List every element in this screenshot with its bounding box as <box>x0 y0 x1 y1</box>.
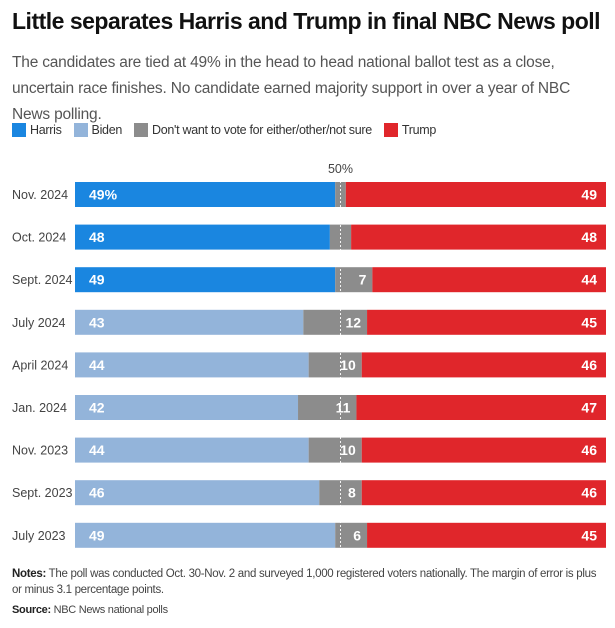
bar-biden-april-2024 <box>75 352 309 378</box>
row-label-nov-2024: Nov. 2024 <box>12 188 68 202</box>
bar-biden-jan-2024 <box>75 395 299 420</box>
bar-harris-nov-2024 <box>75 182 336 207</box>
bar-label-other-jan-2024: 11 <box>336 400 351 416</box>
legend: Harris Biden Don't want to vote for eith… <box>12 123 448 137</box>
legend-label-biden: Biden <box>91 123 123 137</box>
bar-biden-sept-2023 <box>75 480 320 506</box>
bar-label-harris-nov-2024: 49% <box>89 187 118 203</box>
bar-other-july-2024 <box>303 309 368 335</box>
bar-label-biden-sept-2023: 46 <box>89 485 105 501</box>
bar-label-other-july-2024: 12 <box>345 314 361 330</box>
bar-label-biden-july-2023: 49 <box>89 527 105 543</box>
row-label-april-2024: April 2024 <box>12 358 68 372</box>
bar-label-trump-sept-2023: 46 <box>581 485 597 501</box>
bar-label-trump-april-2024: 46 <box>581 357 597 373</box>
bar-other-july-2023 <box>335 522 368 548</box>
chart-subtitle: The candidates are tied at 49% in the he… <box>12 54 571 123</box>
bar-label-trump-july-2024: 45 <box>581 314 597 330</box>
notes-label: Notes: <box>12 568 46 580</box>
bar-label-trump-sept-2024: 44 <box>581 272 597 288</box>
bar-trump-sept-2023 <box>361 480 606 506</box>
legend-swatch-other <box>134 123 149 137</box>
source-text: NBC News national polls <box>53 604 168 616</box>
row-label-jan-2024: Jan. 2024 <box>12 401 67 415</box>
bar-label-other-sept-2023: 8 <box>348 485 356 501</box>
bar-label-biden-jan-2024: 42 <box>89 400 105 416</box>
bar-harris-oct-2024 <box>75 224 330 250</box>
bar-label-trump-nov-2023: 46 <box>581 442 597 458</box>
bar-other-sept-2024 <box>335 267 373 293</box>
bar-trump-july-2023 <box>367 522 606 548</box>
bar-other-april-2024 <box>308 352 362 378</box>
bar-label-biden-july-2024: 43 <box>89 314 105 330</box>
row-label-july-2024: July 2024 <box>12 316 66 330</box>
source-label: Source: <box>12 604 51 616</box>
bar-trump-sept-2024 <box>372 267 606 293</box>
chart-title: Little separates Harris and Trump in fin… <box>12 8 601 34</box>
bar-label-harris-sept-2024: 49 <box>89 272 105 288</box>
legend-swatch-harris <box>12 123 26 137</box>
bar-label-other-nov-2023: 10 <box>340 442 356 458</box>
bar-label-biden-april-2024: 44 <box>89 357 105 373</box>
bar-trump-april-2024 <box>361 352 606 378</box>
notes-text: The poll was conducted Oct. 30-Nov. 2 an… <box>12 568 597 596</box>
bar-label-other-july-2023: 6 <box>353 527 361 543</box>
chart-source: Source: NBC News national polls <box>12 604 168 616</box>
bar-trump-nov-2024 <box>345 182 606 207</box>
bar-trump-nov-2023 <box>361 437 606 463</box>
bar-chart: Nov. 2024 49% 49 Oct. 2024 48 48 Sept. 2024 49 7… <box>12 162 606 548</box>
bar-trump-jan-2024 <box>356 395 606 420</box>
bar-other-nov-2023 <box>308 437 362 463</box>
row-label-oct-2024: Oct. 2024 <box>12 231 66 245</box>
reference-label-50: 50% <box>328 162 353 176</box>
bar-label-trump-nov-2024: 49 <box>581 187 597 203</box>
row-label-july-2023: July 2023 <box>12 529 66 543</box>
bar-biden-nov-2023 <box>75 437 309 463</box>
bar-label-harris-oct-2024: 48 <box>89 229 105 245</box>
bar-biden-july-2024 <box>75 309 304 335</box>
bar-label-biden-nov-2023: 44 <box>89 442 105 458</box>
bar-biden-july-2023 <box>75 522 336 548</box>
legend-item-trump: Trump <box>383 123 437 137</box>
legend-label-other: Don't want to vote for either/other/not … <box>152 123 372 137</box>
chart-notes: Notes: The poll was conducted Oct. 30-No… <box>12 566 607 598</box>
bar-other-jan-2024 <box>298 395 357 420</box>
bar-harris-sept-2024 <box>75 267 336 293</box>
bar-label-trump-jan-2024: 47 <box>581 400 597 416</box>
legend-label-trump: Trump <box>401 123 437 137</box>
bar-trump-oct-2024 <box>351 224 606 250</box>
legend-item-other: Don't want to vote for either/other/not … <box>134 123 372 137</box>
legend-swatch-biden <box>73 123 88 137</box>
row-label-nov-2023: Nov. 2023 <box>12 444 68 458</box>
legend-item-biden: Biden <box>73 123 123 137</box>
bar-trump-july-2024 <box>367 309 606 335</box>
row-label-sept-2023: Sept. 2023 <box>12 486 73 500</box>
bar-label-trump-july-2023: 45 <box>581 527 597 543</box>
bar-label-other-april-2024: 10 <box>340 357 356 373</box>
bar-label-trump-oct-2024: 48 <box>581 229 597 245</box>
legend-label-harris: Harris <box>30 123 62 137</box>
bar-label-other-sept-2024: 7 <box>359 272 367 288</box>
legend-item-harris: Harris <box>12 123 62 137</box>
row-label-sept-2024: Sept. 2024 <box>12 273 73 287</box>
legend-swatch-trump <box>383 123 398 137</box>
